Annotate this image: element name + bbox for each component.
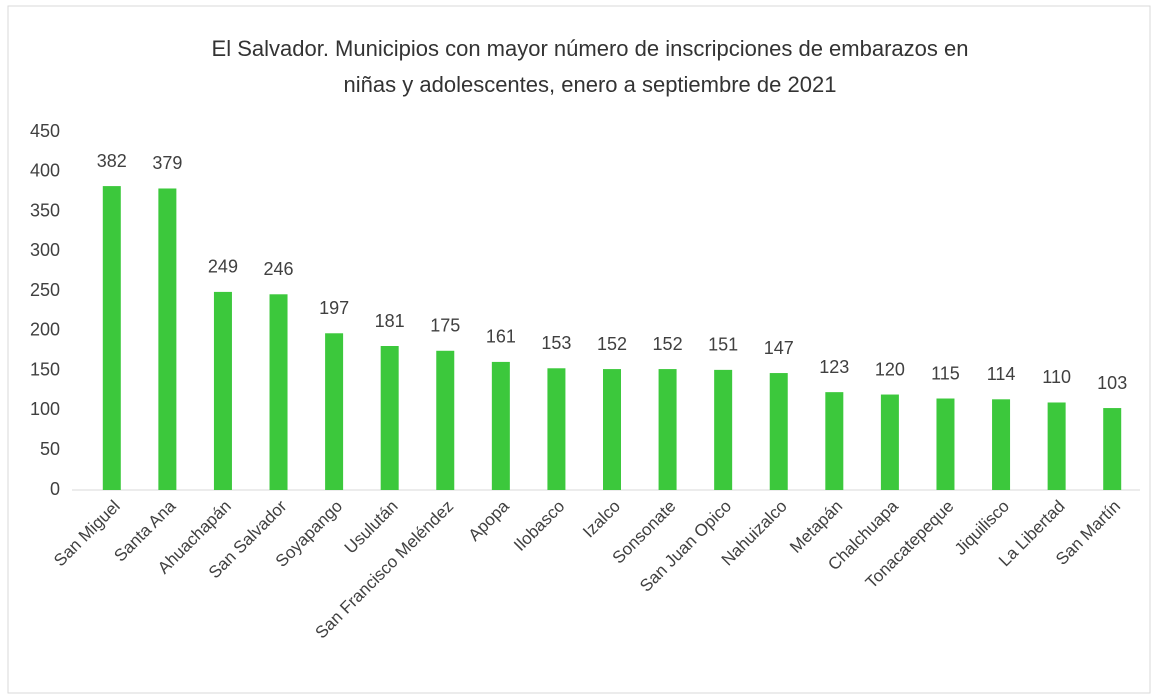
data-label: 115 [931,363,960,383]
data-label: 152 [653,334,683,354]
y-tick-label: 250 [30,280,60,300]
bar [269,294,288,490]
bar [325,333,344,490]
y-tick-label: 100 [30,399,60,419]
chart-title: El Salvador. Municipios con mayor número… [212,36,969,61]
y-tick-label: 0 [50,479,60,499]
y-tick-label: 400 [30,161,60,181]
bar [436,350,455,490]
data-label: 114 [987,364,1016,384]
y-tick-label: 200 [30,320,60,340]
data-label: 147 [764,338,794,358]
bar [603,369,621,490]
data-label: 153 [541,333,571,353]
y-tick-label: 50 [40,439,60,459]
bar [102,186,121,490]
data-label: 103 [1097,373,1127,393]
bar [825,392,844,490]
bar [547,368,566,490]
bar [769,373,788,490]
chart-title: niñas y adolescentes, enero a septiembre… [344,72,837,97]
data-label: 110 [1042,367,1071,387]
chart-border [7,5,1151,694]
y-tick-label: 450 [30,121,60,141]
bar [491,361,510,490]
data-label: 246 [264,259,294,279]
bar [880,394,899,490]
y-tick-label: 150 [30,359,60,379]
y-tick-label: 300 [30,240,60,260]
data-label: 382 [97,151,127,171]
bar [714,369,733,490]
bar [1103,408,1122,490]
data-label: 379 [152,153,182,173]
bar [658,369,677,490]
data-label: 120 [875,359,905,379]
bar [380,346,399,490]
data-label: 181 [375,311,405,331]
data-label: 161 [486,327,516,347]
data-label: 249 [208,257,238,277]
data-label: 197 [319,298,349,318]
bar [1047,402,1066,490]
data-label: 175 [430,316,460,336]
data-label: 151 [708,335,738,355]
bar [158,188,177,491]
y-tick-label: 350 [30,200,60,220]
data-label: 123 [819,357,849,377]
bar [936,398,955,490]
bar [992,399,1011,490]
bar [213,291,232,490]
data-label: 152 [597,334,627,354]
